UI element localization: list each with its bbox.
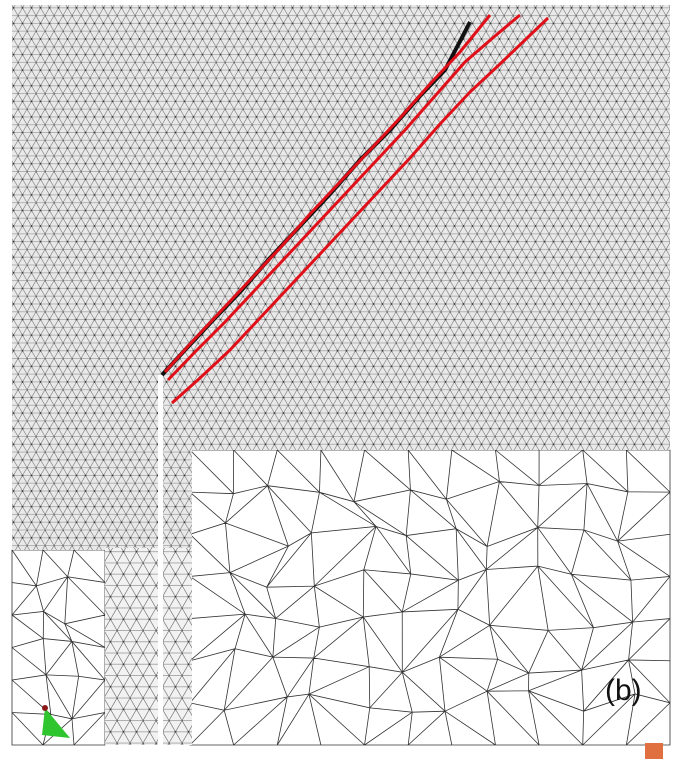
logo-badge <box>645 743 663 759</box>
fine-mesh-left <box>12 448 192 550</box>
fine-mesh-top <box>12 5 670 450</box>
panel-label: (b) <box>605 674 642 707</box>
mesh-figure: (b) <box>0 0 683 765</box>
notch-slit <box>158 375 163 747</box>
corner-node <box>42 705 48 711</box>
page: (b) (() => { const data = JSON.parse(doc… <box>0 0 683 765</box>
medium-mesh-strip <box>105 548 192 745</box>
